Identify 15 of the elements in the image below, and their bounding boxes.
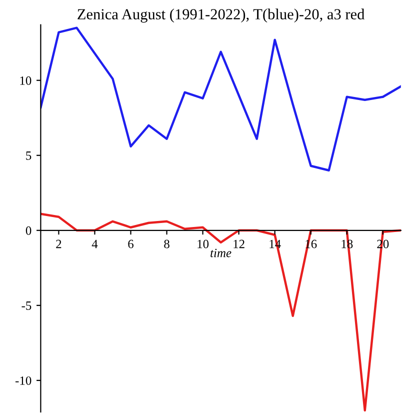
y-tick-label: 10	[20, 76, 32, 85]
y-tick-label: -10	[15, 376, 32, 385]
y-tick-label: 0	[26, 226, 32, 235]
x-tick-label: 8	[164, 240, 170, 248]
line-series	[40, 26, 401, 172]
y-tick-label: 5	[26, 152, 32, 160]
y-tick-label: -5	[22, 302, 32, 310]
x-tick-label: 12	[234, 240, 244, 248]
x-tick-label: 10	[198, 240, 209, 248]
x-tick-label: 2	[56, 240, 62, 248]
x-axis-title: time	[210, 248, 232, 258]
chart-title: Zenica August (1991-2022), T(blue)-20, a3 red	[78, 8, 365, 23]
x-tick-label: 6	[128, 240, 134, 248]
x-tick-label: 4	[92, 240, 98, 248]
line-series	[40, 212, 401, 412]
